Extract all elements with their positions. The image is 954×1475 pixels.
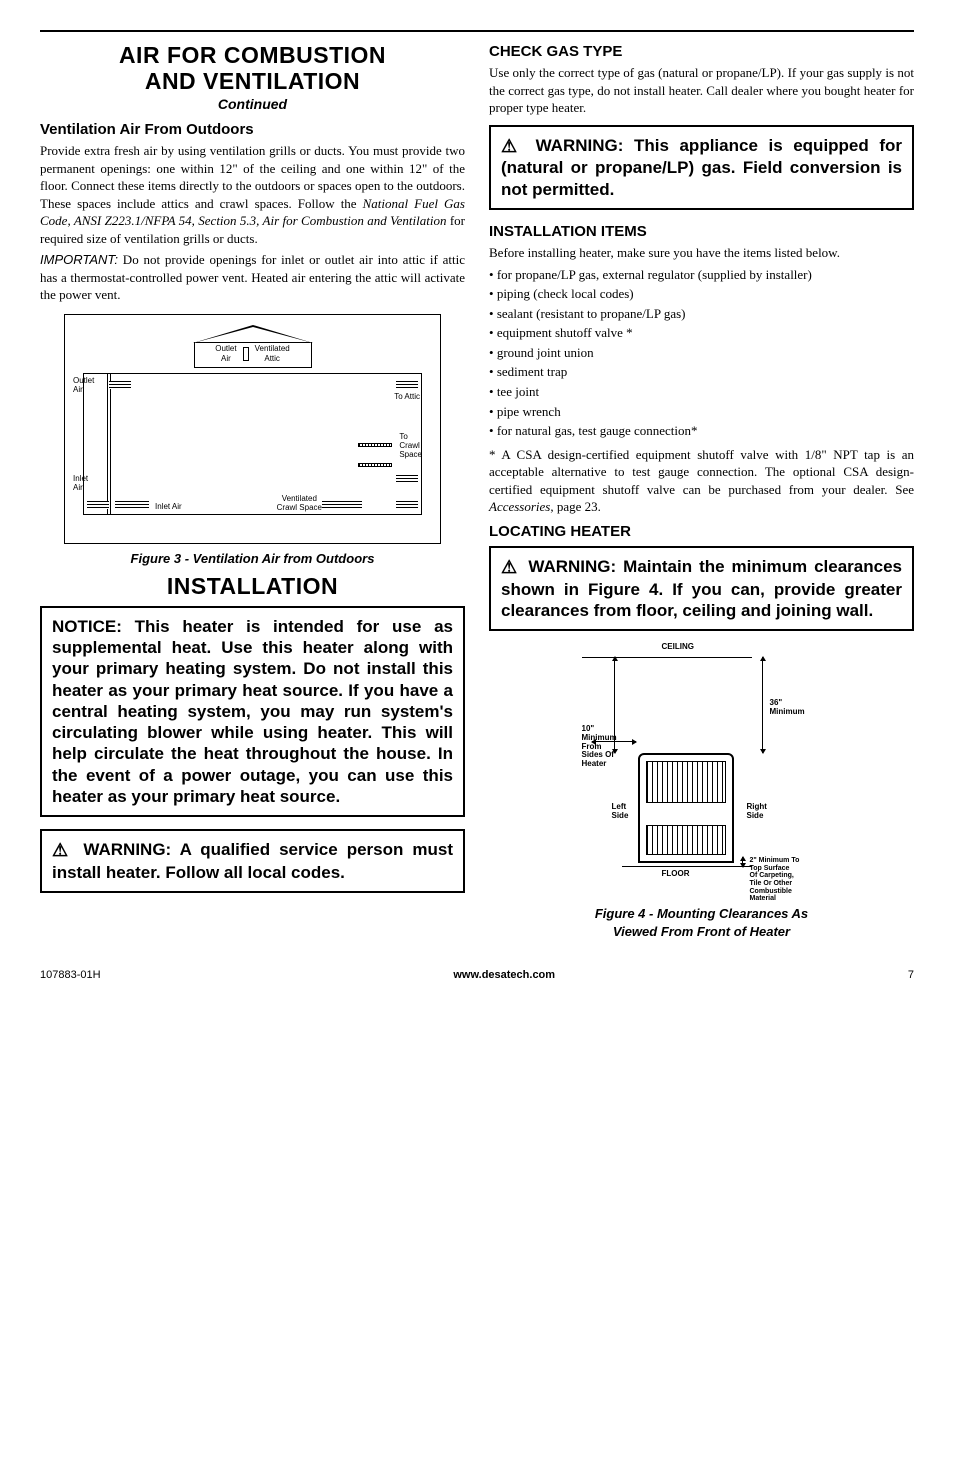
lbl-vent-attic: Ventilated Attic	[255, 344, 290, 366]
list-item: equipment shutoff valve *	[489, 324, 914, 342]
pipe-icon	[243, 347, 249, 361]
star-note-ital: Accessories	[489, 499, 550, 514]
warning-qualified-service: ⚠ WARNING: A qualified service person mu…	[40, 829, 465, 893]
top-rule	[40, 30, 914, 32]
lbl-36min: 36" Minimum	[770, 699, 805, 717]
floor-line	[622, 866, 752, 867]
vent-inlet-mid	[115, 501, 149, 509]
list-item: pipe wrench	[489, 403, 914, 421]
left-column: AIR FOR COMBUSTION AND VENTILATION Conti…	[40, 42, 465, 946]
subhead-locating-heater: LOCATING HEATER	[489, 522, 914, 542]
bar2	[358, 463, 392, 467]
warning-icon: ⚠	[52, 840, 72, 860]
important-lead: IMPORTANT:	[40, 252, 118, 267]
fig4-cap-line1: Figure 4 - Mounting Clearances As	[595, 906, 808, 921]
vent-crawl-right	[396, 475, 418, 483]
heading-line2: AND VENTILATION	[145, 68, 360, 94]
list-item: sediment trap	[489, 363, 914, 381]
list-item: sealant (resistant to propane/LP gas)	[489, 305, 914, 323]
heading-installation: INSTALLATION	[40, 573, 465, 599]
notice-box: NOTICE: This heater is intended for use …	[40, 606, 465, 817]
star-note-tail: , page 23.	[550, 499, 601, 514]
footer-pagenum: 7	[908, 968, 914, 983]
lbl-vent-crawl: Ventilated Crawl Space	[277, 495, 322, 513]
warning-icon: ⚠	[501, 136, 523, 156]
figure-4: CEILING 36" Minimum 10" Minimum From Sid…	[552, 643, 852, 903]
para-star-note: * A CSA design-certified equipment shuto…	[489, 446, 914, 516]
heater-shape	[638, 753, 734, 863]
vent-to-attic	[396, 381, 418, 389]
heading-air-combustion: AIR FOR COMBUSTION AND VENTILATION	[40, 42, 465, 95]
figure-3: Outlet Air Ventilated Attic Outlet Air T…	[64, 314, 441, 544]
lbl-to-attic: To Attic	[394, 393, 420, 402]
crawl-vent-icon	[358, 443, 392, 473]
lbl-right-side: Right Side	[747, 803, 767, 821]
page-footer: 107883-01H www.desatech.com 7	[40, 968, 914, 983]
figure-4-caption: Figure 4 - Mounting Clearances As Viewed…	[489, 905, 914, 940]
star-note-body: * A CSA design-certified equipment shuto…	[489, 447, 914, 497]
vent-inlet-left	[87, 501, 109, 509]
lbl-outlet-air: Outlet Air	[73, 377, 94, 395]
para-important: IMPORTANT: Do not provide openings for i…	[40, 251, 465, 304]
list-item: tee joint	[489, 383, 914, 401]
list-item: for natural gas, test gauge connection*	[489, 422, 914, 440]
warning-clearances: ⚠ WARNING: Maintain the minimum clearanc…	[489, 546, 914, 631]
footer-docnum: 107883-01H	[40, 968, 101, 983]
heading-line1: AIR FOR COMBUSTION	[119, 42, 386, 68]
continued-label: Continued	[40, 95, 465, 114]
heater-grille-bottom	[646, 825, 726, 855]
fig4-cap-line2: Viewed From Front of Heater	[613, 924, 790, 939]
para-check-gas: Use only the correct type of gas (natura…	[489, 64, 914, 117]
list-item: piping (check local codes)	[489, 285, 914, 303]
ceiling-line	[582, 657, 752, 658]
attic-box: Outlet Air Ventilated Attic	[194, 342, 312, 368]
installation-items-list: for propane/LP gas, external regulator (…	[489, 266, 914, 440]
vent-crawl-right2	[396, 501, 418, 509]
vent-outlet	[109, 381, 131, 389]
lbl-10min: 10" Minimum From Sides Of Heater	[582, 725, 617, 769]
subhead-installation-items: INSTALLATION ITEMS	[489, 222, 914, 242]
lbl-outlet-air-pipe: Outlet Air	[215, 344, 236, 366]
list-item: ground joint union	[489, 344, 914, 362]
lbl-inlet-air-2: Inlet Air	[155, 503, 182, 512]
lbl-2min: 2" Minimum To Top Surface Of Carpeting, …	[750, 857, 800, 903]
warning-clearances-text: WARNING: Maintain the minimum clearances…	[501, 557, 902, 620]
lbl-inlet-air: Inlet Air	[73, 475, 88, 493]
list-item: for propane/LP gas, external regulator (…	[489, 266, 914, 284]
bar1	[358, 443, 392, 447]
right-column: CHECK GAS TYPE Use only the correct type…	[489, 42, 914, 946]
warning-qualified-text: WARNING: A qualified service person must…	[52, 840, 453, 882]
arrow-36	[762, 657, 763, 753]
warning-icon: ⚠	[501, 557, 519, 577]
lbl-floor: FLOOR	[662, 870, 690, 879]
lbl-left-side: Left Side	[612, 803, 629, 821]
gap	[358, 449, 392, 463]
para-items-intro: Before installing heater, make sure you …	[489, 244, 914, 262]
heater-grille-top	[646, 761, 726, 803]
figure-3-diagram: Outlet Air Ventilated Attic Outlet Air T…	[73, 325, 432, 535]
lbl-ceiling: CEILING	[662, 643, 694, 652]
vent-crawl-mid	[322, 501, 362, 509]
two-column-layout: AIR FOR COMBUSTION AND VENTILATION Conti…	[40, 42, 914, 946]
warning-gas-text: WARNING: This appliance is equipped for …	[501, 136, 902, 199]
warning-gas-type: ⚠ WARNING: This appliance is equipped fo…	[489, 125, 914, 210]
subhead-ventilation-outdoors: Ventilation Air From Outdoors	[40, 120, 465, 140]
roof-shape	[193, 325, 313, 343]
footer-url: www.desatech.com	[453, 968, 555, 983]
subhead-check-gas: CHECK GAS TYPE	[489, 42, 914, 62]
arrow-2min	[742, 857, 743, 867]
lbl-to-crawl: To Crawl Space	[399, 433, 422, 459]
figure-3-caption: Figure 3 - Ventilation Air from Outdoors	[40, 550, 465, 568]
para-ventilation: Provide extra fresh air by using ventila…	[40, 142, 465, 247]
